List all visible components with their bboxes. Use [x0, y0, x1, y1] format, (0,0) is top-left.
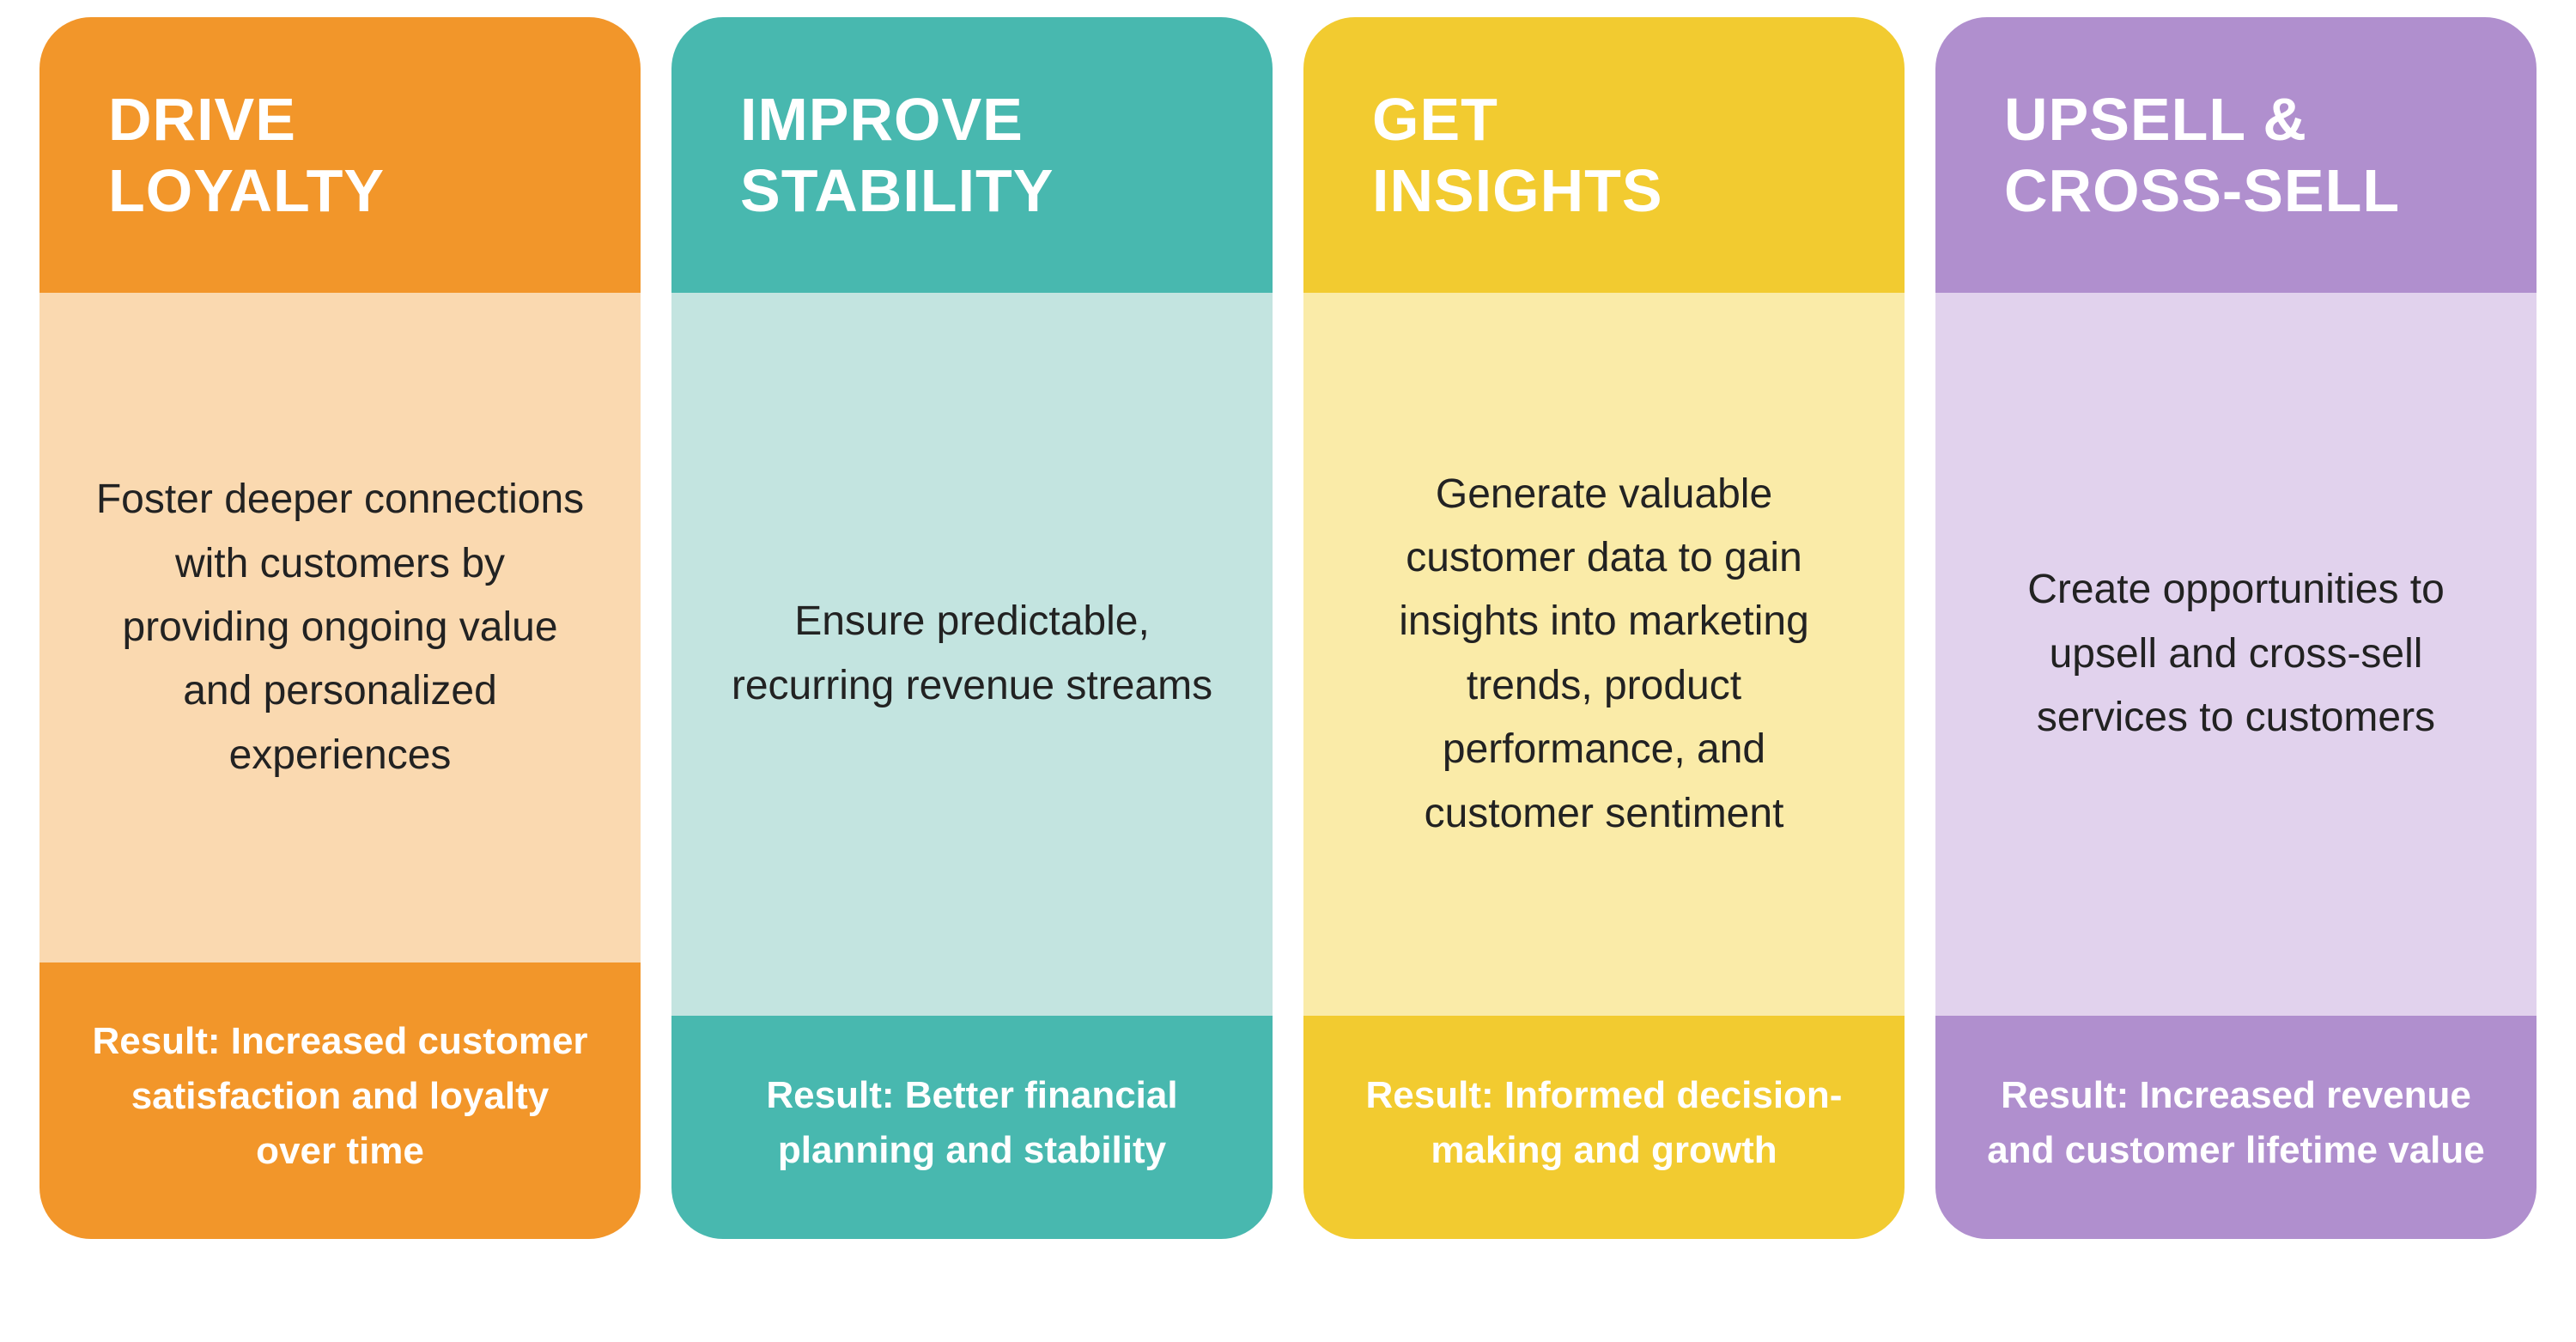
- card-title: DRIVE LOYALTY: [108, 84, 589, 226]
- card-footer: Result: Increased customer satisfaction …: [39, 962, 641, 1238]
- card-title-line2: LOYALTY: [108, 157, 385, 224]
- card-body: Generate valuable customer data to gain …: [1303, 293, 1905, 1015]
- card-improve-stability: IMPROVE STABILITY Ensure predictable, re…: [671, 17, 1273, 1239]
- card-header: UPSELL & CROSS-SELL: [1935, 17, 2537, 293]
- card-title-line2: STABILITY: [740, 157, 1054, 224]
- card-title-line1: UPSELL &: [2004, 86, 2307, 153]
- card-title-line1: IMPROVE: [740, 86, 1024, 153]
- card-title-line2: CROSS-SELL: [2004, 157, 2400, 224]
- card-footer: Result: Increased revenue and customer l…: [1935, 1016, 2537, 1239]
- card-footer: Result: Informed decision-making and gro…: [1303, 1016, 1905, 1239]
- card-title: GET INSIGHTS: [1372, 84, 1853, 226]
- card-header: GET INSIGHTS: [1303, 17, 1905, 293]
- card-body: Foster deeper connections with customers…: [39, 293, 641, 962]
- card-result: Result: Better financial planning and st…: [723, 1068, 1221, 1178]
- cards-row: DRIVE LOYALTY Foster deeper connections …: [17, 17, 2559, 1239]
- card-title-line1: GET: [1372, 86, 1498, 153]
- card-get-insights: GET INSIGHTS Generate valuable customer …: [1303, 17, 1905, 1239]
- card-header: IMPROVE STABILITY: [671, 17, 1273, 293]
- card-description: Create opportunities to upsell and cross…: [1987, 558, 2485, 750]
- card-upsell-cross-sell: UPSELL & CROSS-SELL Create opportunities…: [1935, 17, 2537, 1239]
- card-title: UPSELL & CROSS-SELL: [2004, 84, 2485, 226]
- card-title-line2: INSIGHTS: [1372, 157, 1663, 224]
- card-footer: Result: Better financial planning and st…: [671, 1016, 1273, 1239]
- card-body: Create opportunities to upsell and cross…: [1935, 293, 2537, 1015]
- card-title: IMPROVE STABILITY: [740, 84, 1221, 226]
- card-description: Foster deeper connections with customers…: [91, 468, 589, 787]
- card-title-line1: DRIVE: [108, 86, 296, 153]
- card-description: Generate valuable customer data to gain …: [1355, 463, 1853, 846]
- card-result: Result: Increased customer satisfaction …: [91, 1014, 589, 1178]
- card-drive-loyalty: DRIVE LOYALTY Foster deeper connections …: [39, 17, 641, 1239]
- card-result: Result: Increased revenue and customer l…: [1987, 1068, 2485, 1178]
- card-result: Result: Informed decision-making and gro…: [1355, 1068, 1853, 1178]
- card-description: Ensure predictable, recurring revenue st…: [723, 590, 1221, 718]
- card-body: Ensure predictable, recurring revenue st…: [671, 293, 1273, 1015]
- card-header: DRIVE LOYALTY: [39, 17, 641, 293]
